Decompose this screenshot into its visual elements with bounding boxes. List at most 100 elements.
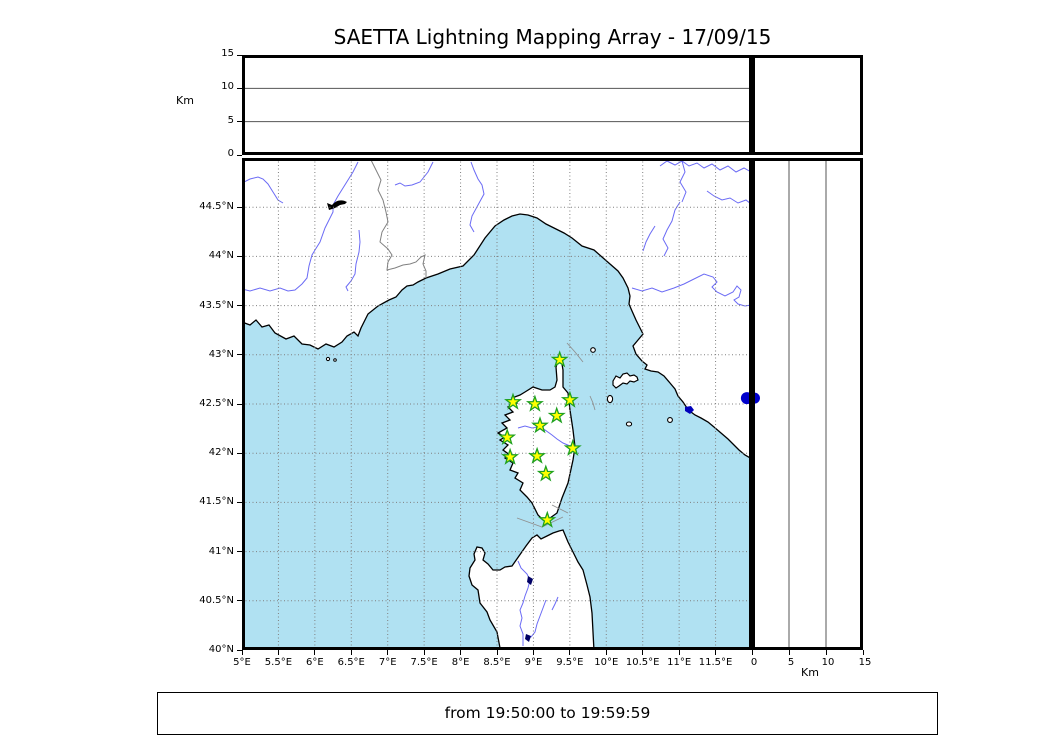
map-panel: [242, 158, 752, 650]
coastline-sardinia: [468, 529, 595, 650]
figure-title: SAETTA Lightning Mapping Array - 17/09/1…: [333, 25, 772, 49]
islet-hyeres-2: [333, 358, 337, 362]
top-axis-unit-label: Km: [176, 94, 194, 107]
axis-tick: [350, 650, 352, 655]
axis-tick: [569, 650, 571, 655]
axis-tick: [237, 551, 242, 553]
lat-tick-label: 44°N: [208, 250, 234, 262]
station-star-marker: [536, 464, 555, 482]
axis-tick: [678, 650, 680, 655]
lon-tick-label: 10.5°E: [625, 657, 660, 668]
island-elba: [612, 372, 639, 389]
lon-tick-label: 7.5°E: [410, 657, 438, 668]
lon-tick-label: 6.5°E: [337, 657, 365, 668]
axis-tick: [496, 650, 498, 655]
lon-tick-label: 5.5°E: [264, 657, 293, 668]
lon-tick-label: 9.5°E: [556, 657, 584, 668]
lon-tick-label: 11.5°E: [698, 657, 733, 668]
altitude-longitude-panel: [242, 55, 752, 155]
station-star-marker: [504, 392, 523, 410]
lon-tick-label: 11°E: [667, 657, 692, 668]
station-star-marker: [547, 406, 566, 424]
lake-sardinia-1: [527, 576, 533, 585]
axis-tick: [237, 354, 242, 356]
lon-tick-label: 6°E: [306, 657, 324, 668]
axis-tick: [423, 650, 425, 655]
axis-tick: [460, 650, 462, 655]
top-panel-background: [242, 55, 752, 155]
corner-panel: [752, 55, 863, 155]
axis-tick: [237, 206, 242, 208]
axis-tick: [788, 650, 790, 655]
axis-tick: [237, 452, 242, 454]
island-giglio: [667, 417, 673, 423]
island-capraia: [606, 394, 614, 404]
lat-tick-label: 43°N: [208, 348, 234, 360]
right-panel-background: [752, 158, 863, 650]
axis-tick: [277, 650, 279, 655]
lat-tick-label: 42°N: [208, 447, 234, 459]
lake-serre-poncon: [327, 200, 347, 210]
alt-tick-label: 5: [787, 657, 795, 668]
islet-hyeres-1: [325, 356, 331, 362]
axis-tick: [825, 650, 827, 655]
axis-tick: [237, 600, 242, 602]
axis-tick: [605, 650, 607, 655]
alt-tick-label: 15: [221, 48, 234, 59]
station-star-marker: [563, 438, 582, 456]
axis-tick: [237, 54, 242, 56]
lat-tick-label: 41.5°N: [199, 496, 234, 508]
axis-tick: [715, 650, 717, 655]
alt-tick-label: 10: [221, 81, 234, 93]
axis-tick: [387, 650, 389, 655]
lon-tick-label: 5°E: [233, 657, 251, 668]
lon-tick-label: 8°E: [451, 657, 470, 668]
station-star-marker: [550, 350, 569, 368]
right-panel-border: [752, 158, 863, 650]
axis-tick: [532, 650, 534, 655]
right-panel-gridlines: [788, 161, 827, 647]
axis-tick: [241, 650, 243, 655]
time-range-box: from 19:50:00 to 19:59:59: [157, 692, 938, 735]
station-star-marker: [525, 394, 544, 412]
time-range-text: from 19:50:00 to 19:59:59: [444, 704, 651, 722]
island-gorgona: [590, 347, 596, 353]
station-markers: [498, 350, 582, 528]
lat-tick-label: 43.5°N: [199, 299, 234, 311]
altitude-latitude-panel: [752, 158, 863, 650]
axis-tick: [237, 501, 242, 503]
axis-tick: [237, 255, 242, 257]
top-panel-gridlines: [245, 87, 749, 123]
station-star-marker: [560, 390, 579, 408]
alt-tick-label: 15: [858, 657, 872, 668]
axis-tick: [237, 154, 242, 156]
lat-tick-label: 44.5°N: [199, 201, 234, 213]
station-star-marker: [498, 428, 517, 446]
axis-tick: [237, 649, 242, 651]
axis-tick: [237, 305, 242, 307]
lon-tick-label: 9°E: [524, 657, 543, 668]
lat-tick-label: 40°N: [208, 644, 234, 655]
lon-tick-label: 10°E: [594, 657, 619, 668]
station-star-marker: [531, 416, 549, 434]
station-star-marker: [528, 446, 547, 464]
corner-panel-background: [752, 55, 863, 155]
corner-panel-border: [752, 55, 863, 155]
country-border: [370, 159, 427, 278]
map-border: [242, 158, 752, 650]
bottom-axis-unit-label: Km: [801, 666, 819, 679]
top-panel-border: [242, 55, 752, 155]
axis-tick: [237, 121, 242, 123]
axis-tick: [237, 403, 242, 405]
axis-tick: [751, 650, 753, 655]
lon-tick-label: 7°E: [378, 657, 397, 668]
rivers: [242, 160, 752, 646]
map-gridlines: [242, 158, 752, 650]
lat-tick-label: 41°N: [208, 545, 234, 557]
lat-tick-label: 42.5°N: [199, 398, 234, 409]
lake-sardinia-2: [525, 634, 531, 642]
axis-tick: [237, 87, 242, 89]
island-pianosa: [625, 421, 633, 427]
lat-tick-label: 40.5°N: [199, 594, 234, 606]
